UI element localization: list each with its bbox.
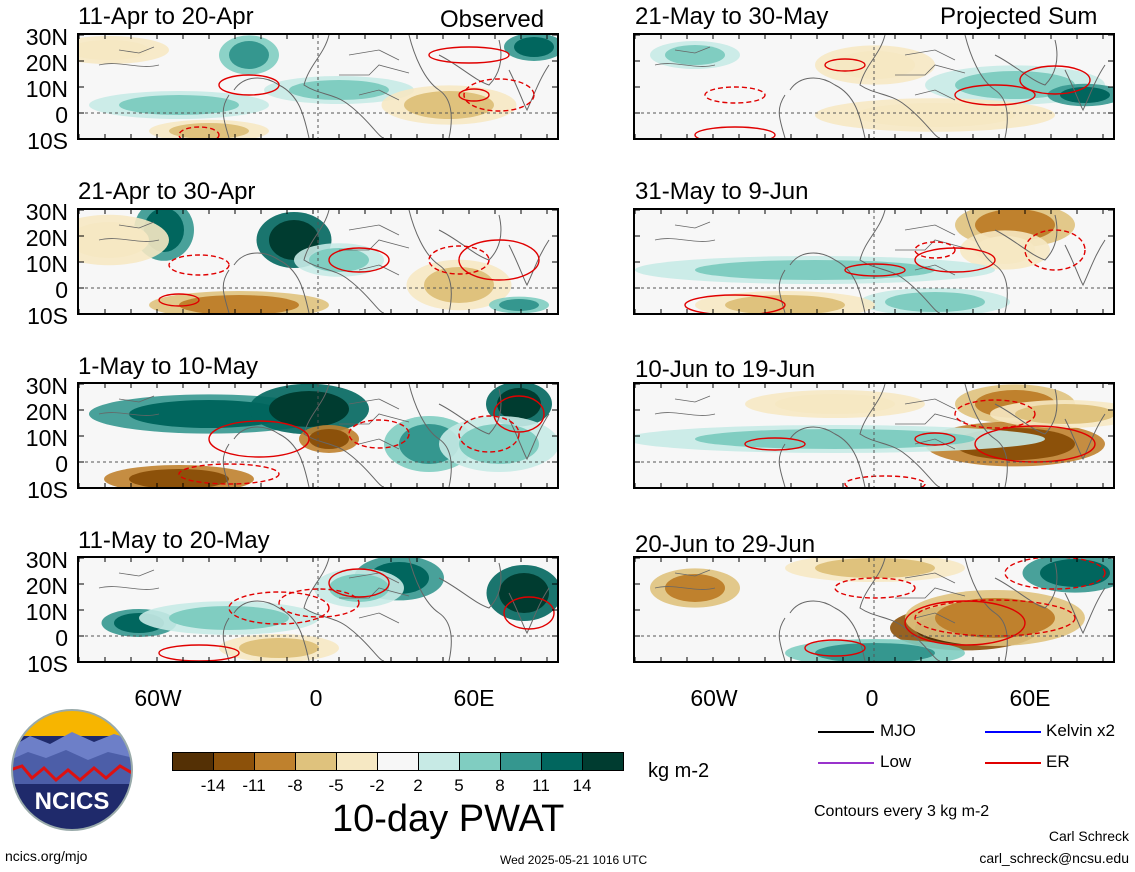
map-panel-6 (633, 208, 1115, 315)
legend-label-kelvin: Kelvin x2 (1046, 721, 1115, 740)
panel-title-1: 11-Apr to 20-Apr (78, 3, 254, 30)
colorbar-swatch (295, 752, 337, 771)
lat-label: 30N (25, 547, 68, 573)
ncics-logo (10, 708, 134, 832)
colorbar-swatch (500, 752, 542, 771)
lat-label: 0 (55, 625, 68, 651)
colorbar-tick-label: -14 (200, 776, 226, 795)
lat-label: 20N (25, 399, 68, 425)
colorbar-swatch (582, 752, 624, 771)
logo-text: NCICS (34, 788, 110, 815)
panel-title-8: 20-Jun to 29-Jun (635, 531, 816, 558)
colorbar-tick-label: -8 (287, 776, 303, 795)
panel-title-5: 21-May to 30-May (635, 3, 829, 30)
colorbar-swatch (459, 752, 501, 771)
lat-label: 20N (25, 225, 68, 251)
lat-label: 10N (25, 599, 68, 625)
colorbar-swatch (336, 752, 378, 771)
legend-line-kelvin (985, 731, 1041, 733)
site-link[interactable]: ncics.org/mjo (5, 848, 88, 864)
lat-label: 10N (25, 251, 68, 277)
lon-label: 0 (865, 685, 879, 711)
observed-header: Observed (440, 6, 545, 33)
lat-label: 0 (55, 451, 68, 477)
lat-label: 10S (27, 303, 68, 329)
colorbar-unit: kg m-2 (648, 760, 710, 782)
colorbar-tick-label: 2 (413, 776, 423, 795)
colorbar-title: 10-day PWAT (332, 798, 565, 840)
map-panel-1 (77, 33, 559, 140)
colorbar-swatch (213, 752, 255, 771)
colorbar-tick-label: 8 (495, 776, 505, 795)
colorbar-tick-label: 5 (454, 776, 464, 795)
map-panel-4 (77, 556, 559, 663)
legend-line-mjo (818, 731, 874, 733)
lat-label: 10S (27, 651, 68, 677)
lat-label: 30N (25, 373, 68, 399)
lat-label: 0 (55, 277, 68, 303)
panel-title-6: 31-May to 9-Jun (635, 178, 809, 205)
lat-label: 30N (25, 199, 68, 225)
author: Carl Schreck (1048, 828, 1129, 844)
map-panel-8 (633, 556, 1115, 663)
legend-label-mjo: MJO (880, 721, 916, 740)
lat-label: 10S (27, 128, 68, 154)
map-panel-3 (77, 382, 559, 489)
map-panel-5 (633, 33, 1115, 140)
lon-label: 60W (690, 685, 738, 711)
projected-header: Projected Sum (940, 3, 1098, 30)
map-panel-2 (77, 208, 559, 315)
lon-label: 60E (1009, 685, 1051, 711)
colorbar-swatch (541, 752, 583, 771)
lat-label: 10N (25, 76, 68, 102)
colorbar-tick-label: -11 (242, 776, 266, 795)
colorbar-tick-label: -5 (328, 776, 344, 795)
colorbar-tick-label: 14 (572, 776, 592, 795)
map-panel-7 (633, 382, 1115, 489)
lon-label: 0 (309, 685, 323, 711)
panel-title-4: 11-May to 20-May (78, 527, 270, 554)
colorbar-swatch (377, 752, 419, 771)
panel-title-3: 1-May to 10-May (78, 353, 259, 380)
panel-title-2: 21-Apr to 30-Apr (78, 178, 256, 205)
colorbar-swatch (172, 752, 214, 771)
legend-line-low (818, 762, 874, 764)
legend-label-er: ER (1046, 752, 1070, 771)
lat-label: 20N (25, 573, 68, 599)
contour-note: Contours every 3 kg m-2 (814, 803, 990, 820)
lat-label: 0 (55, 102, 68, 128)
panel-title-7: 10-Jun to 19-Jun (635, 356, 816, 383)
colorbar-swatch (418, 752, 460, 771)
legend-line-er (985, 762, 1041, 764)
colorbar-swatch (254, 752, 296, 771)
lat-label: 10S (27, 477, 68, 503)
lat-label: 20N (25, 50, 68, 76)
colorbar-tick-label: -2 (369, 776, 385, 795)
legend-label-low: Low (880, 752, 912, 771)
lat-label: 30N (25, 24, 68, 50)
timestamp: Wed 2025-05-21 1016 UTC (500, 853, 648, 867)
lon-label: 60W (134, 685, 182, 711)
lon-label: 60E (453, 685, 495, 711)
lat-label: 10N (25, 425, 68, 451)
email[interactable]: carl_schreck@ncsu.edu (979, 850, 1129, 866)
colorbar-tick-label: 11 (532, 776, 550, 795)
